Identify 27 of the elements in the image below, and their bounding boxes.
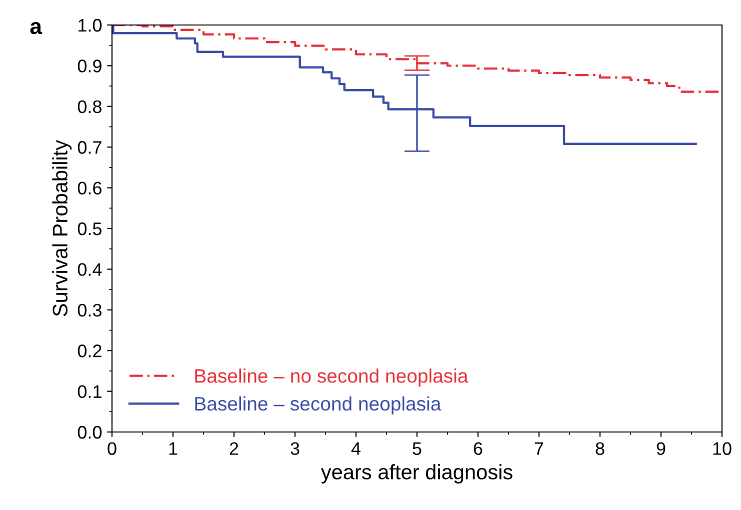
x-tick-label: 0 <box>108 442 116 455</box>
x-tick-label: 8 <box>596 442 604 455</box>
x-tick-label: 2 <box>230 442 238 455</box>
y-tick-label: 0.4 <box>78 263 102 276</box>
x-tick-label: 6 <box>474 442 482 455</box>
y-tick-label: 0.6 <box>78 182 102 195</box>
y-tick-label: 1.0 <box>78 18 102 32</box>
x-axis-title: years after diagnosis <box>320 464 512 484</box>
chart-title: a <box>30 22 42 34</box>
y-tick-label: 0.8 <box>78 100 102 114</box>
legend-label: Baseline – no second neoplasia <box>195 368 468 387</box>
x-tick-label: 7 <box>534 442 544 455</box>
y-tick-label: 0.3 <box>78 304 102 317</box>
x-tick-label: 4 <box>351 442 360 455</box>
y-tick-label: 0.5 <box>78 222 102 236</box>
x-tick-label: 5 <box>412 442 422 455</box>
x-tick-label: 10 <box>713 442 732 455</box>
legend-label: Baseline – second neoplasia <box>195 396 442 414</box>
y-tick-label: 0.2 <box>78 344 102 358</box>
y-tick-label: 0.7 <box>78 141 102 154</box>
y-tick-label: 0.0 <box>78 426 102 439</box>
x-tick-label: 3 <box>290 442 300 455</box>
x-tick-label: 9 <box>656 442 666 455</box>
y-axis-title: Survival Probability <box>52 140 72 316</box>
y-tick-label: 0.9 <box>78 60 102 72</box>
x-tick-label: 1 <box>169 442 178 455</box>
y-tick-label: 0.1 <box>78 385 102 398</box>
